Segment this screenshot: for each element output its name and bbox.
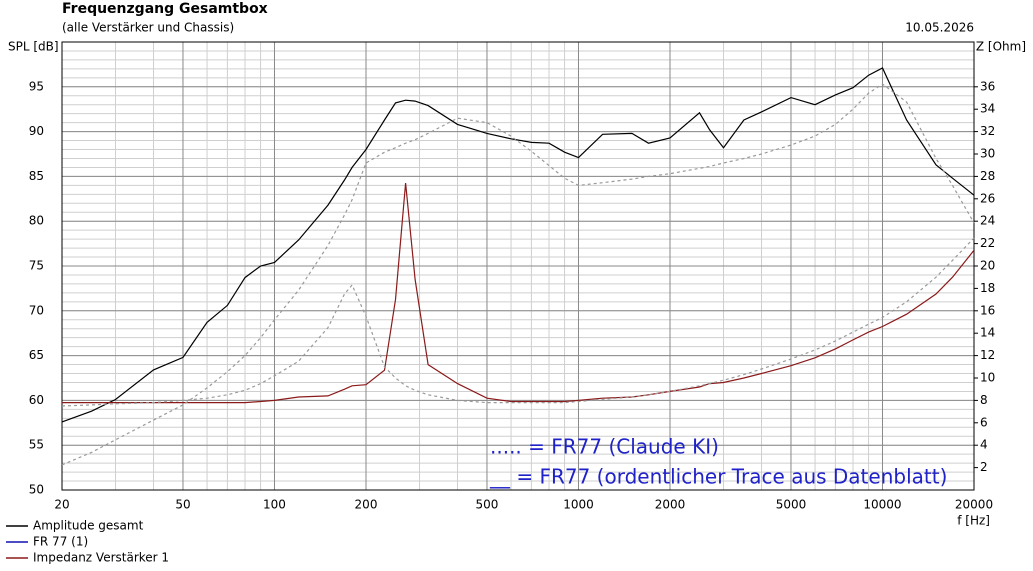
y2-tick-label: 8 [980,393,988,407]
x-tick-label: 200 [355,498,378,512]
y2-tick-label: 2 [980,460,988,474]
chart-subtitle: (alle Verstärker und Chassis) [62,21,234,35]
annotation: ..... = FR77 (Claude KI) [490,435,719,459]
chart-date: 10.05.2026 [905,21,974,35]
y2-tick-label: 10 [980,371,995,385]
y2-tick-label: 6 [980,415,988,429]
y-tick-label: 85 [29,169,44,183]
legend-label: FR 77 (1) [33,535,88,549]
y2-tick-label: 14 [980,326,995,340]
y-tick-label: 65 [29,348,44,362]
x-tick-label: 2000 [655,498,686,512]
y-axis-label: SPL [dB] [8,40,59,54]
y2-tick-label: 4 [980,438,988,452]
x-tick-label: 20 [54,498,69,512]
y-tick-label: 90 [29,124,44,138]
y-tick-label: 60 [29,393,44,407]
x-tick-label: 5000 [776,498,807,512]
y2-tick-label: 24 [980,214,995,228]
legend-label: Amplitude gesamt [33,519,144,533]
legend-label: Impedanz Verstärker 1 [33,551,169,565]
chart-title: Frequenzgang Gesamtbox [62,1,268,17]
x-tick-label: 50 [175,498,190,512]
y-tick-label: 95 [29,79,44,93]
y2-tick-label: 30 [980,147,995,161]
y2-tick-label: 18 [980,281,995,295]
y2-tick-label: 26 [980,191,995,205]
y2-axis-label: Z [Ohm] [976,40,1026,54]
series-line [62,183,975,404]
y2-tick-label: 36 [980,79,995,93]
y-tick-label: 50 [29,483,44,497]
series-line [61,67,975,423]
y-tick-label: 70 [29,303,44,317]
y2-tick-label: 32 [980,124,995,138]
x-axis-label: f [Hz] [957,514,990,528]
y2-tick-label: 28 [980,169,995,183]
y-tick-label: 55 [29,438,44,452]
x-tick-label: 10000 [863,498,901,512]
plot-frame [61,41,975,491]
x-tick-label: 500 [476,498,499,512]
x-tick-label: 100 [263,498,286,512]
y-tick-label: 75 [29,259,44,273]
y2-tick-label: 22 [980,236,995,250]
dashed-line [61,237,975,407]
y2-tick-label: 12 [980,348,995,362]
annotation: __ = FR77 (ordentlicher Trace aus Datenb… [489,465,947,489]
y2-tick-label: 20 [980,259,995,273]
x-tick-label: 1000 [563,498,594,512]
y2-tick-label: 16 [980,303,995,317]
x-tick-label: 20000 [955,498,993,512]
y2-tick-label: 34 [980,102,995,116]
y-tick-label: 80 [29,214,44,228]
